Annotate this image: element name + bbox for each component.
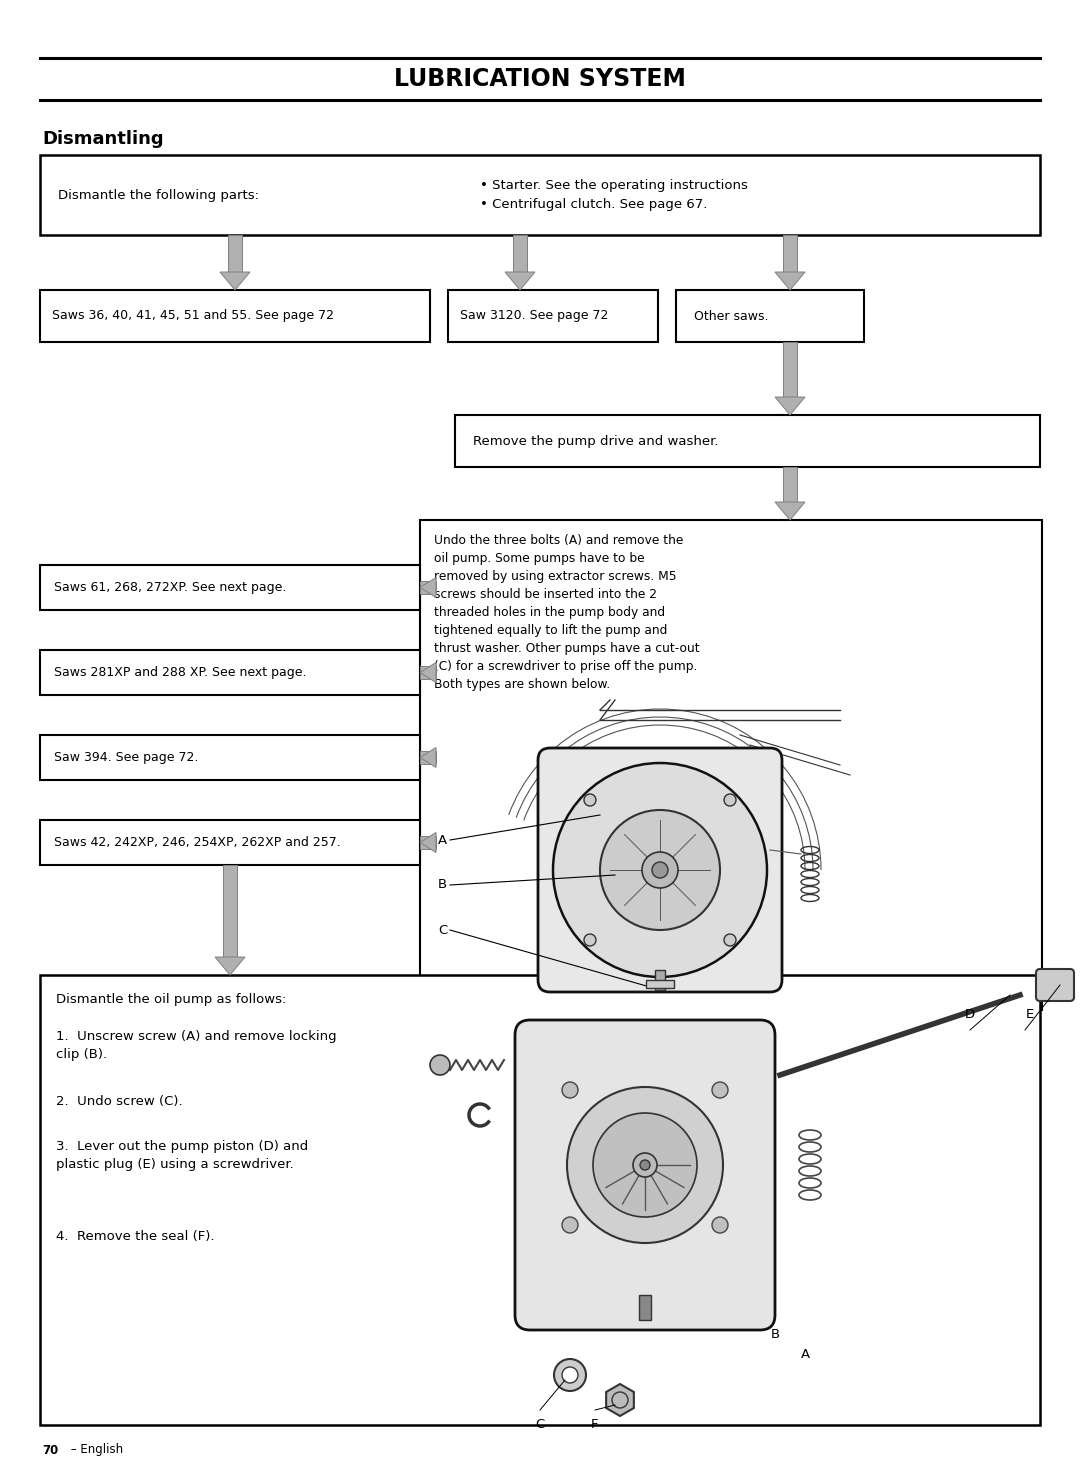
Text: Saws 42, 242XP, 246, 254XP, 262XP and 257.: Saws 42, 242XP, 246, 254XP, 262XP and 25… <box>54 836 341 849</box>
Text: A: A <box>800 1349 810 1362</box>
Bar <box>654 970 665 989</box>
Text: • Starter. See the operating instructions
• Centrifugal clutch. See page 67.: • Starter. See the operating instruction… <box>480 179 747 211</box>
Text: 2.  Undo screw (C).: 2. Undo screw (C). <box>56 1094 183 1108</box>
Text: – English: – English <box>67 1444 123 1457</box>
Text: LUBRICATION SYSTEM: LUBRICATION SYSTEM <box>394 67 686 92</box>
Text: Saw 394. See page 72.: Saw 394. See page 72. <box>54 751 199 765</box>
Text: Other saws.: Other saws. <box>694 309 769 322</box>
Bar <box>40 155 1040 235</box>
FancyBboxPatch shape <box>515 1021 775 1330</box>
Text: Saws 281XP and 288 XP. See next page.: Saws 281XP and 288 XP. See next page. <box>54 666 307 679</box>
Bar <box>228 235 242 272</box>
Bar <box>783 342 797 396</box>
Polygon shape <box>420 663 436 682</box>
Text: C: C <box>438 923 447 936</box>
Text: E: E <box>1026 1009 1035 1022</box>
Bar <box>420 581 436 595</box>
Bar <box>783 467 797 501</box>
Bar <box>783 235 797 272</box>
Circle shape <box>724 794 735 806</box>
Circle shape <box>430 1055 450 1075</box>
Polygon shape <box>775 396 805 416</box>
Circle shape <box>640 1160 650 1170</box>
Bar <box>40 565 420 609</box>
Polygon shape <box>220 272 249 290</box>
Text: B: B <box>438 879 447 892</box>
FancyBboxPatch shape <box>1036 969 1074 1001</box>
Text: Dismantle the oil pump as follows:: Dismantle the oil pump as follows: <box>56 992 286 1006</box>
Bar <box>420 666 436 679</box>
FancyBboxPatch shape <box>538 748 782 992</box>
Bar <box>420 521 1042 1010</box>
Text: C: C <box>536 1418 544 1432</box>
Text: 3.  Lever out the pump piston (D) and
plastic plug (E) using a screwdriver.: 3. Lever out the pump piston (D) and pla… <box>56 1140 308 1171</box>
Text: Saw 3120. See page 72: Saw 3120. See page 72 <box>460 309 608 322</box>
Bar <box>40 290 430 342</box>
Text: B: B <box>770 1328 780 1341</box>
Text: 70: 70 <box>42 1444 58 1457</box>
Circle shape <box>712 1083 728 1097</box>
Text: A: A <box>438 834 447 846</box>
Bar <box>646 981 674 988</box>
Polygon shape <box>420 747 436 768</box>
Bar <box>639 1296 651 1319</box>
Circle shape <box>584 794 596 806</box>
Bar <box>40 735 420 779</box>
Polygon shape <box>215 957 245 975</box>
Circle shape <box>584 935 596 947</box>
Bar <box>420 751 436 765</box>
Bar <box>448 290 658 342</box>
Bar <box>222 865 237 957</box>
Text: Remove the pump drive and washer.: Remove the pump drive and washer. <box>473 435 718 448</box>
Text: 4.  Remove the seal (F).: 4. Remove the seal (F). <box>56 1231 215 1242</box>
Circle shape <box>600 810 720 930</box>
Text: 1.  Unscrew screw (A) and remove locking
clip (B).: 1. Unscrew screw (A) and remove locking … <box>56 1029 337 1060</box>
Text: D: D <box>964 1009 975 1022</box>
Circle shape <box>562 1217 578 1233</box>
Text: Dismantle the following parts:: Dismantle the following parts: <box>58 188 259 201</box>
Text: Saws 61, 268, 272XP. See next page.: Saws 61, 268, 272XP. See next page. <box>54 581 286 595</box>
Circle shape <box>712 1217 728 1233</box>
Polygon shape <box>505 272 535 290</box>
Polygon shape <box>775 501 805 521</box>
Circle shape <box>593 1114 697 1217</box>
Text: Dismantling: Dismantling <box>42 130 164 148</box>
Text: Undo the three bolts (A) and remove the
oil pump. Some pumps have to be
removed : Undo the three bolts (A) and remove the … <box>434 534 700 691</box>
Text: Saws 36, 40, 41, 45, 51 and 55. See page 72: Saws 36, 40, 41, 45, 51 and 55. See page… <box>52 309 334 322</box>
Circle shape <box>724 935 735 947</box>
Bar <box>513 235 527 272</box>
Bar <box>40 649 420 695</box>
Bar <box>40 975 1040 1424</box>
Text: F: F <box>591 1418 598 1432</box>
Circle shape <box>554 1359 586 1392</box>
Circle shape <box>642 852 678 887</box>
Circle shape <box>633 1154 657 1177</box>
Circle shape <box>553 763 767 978</box>
Circle shape <box>567 1087 723 1242</box>
Polygon shape <box>420 577 436 598</box>
Bar <box>455 416 1040 467</box>
Circle shape <box>562 1367 578 1383</box>
Circle shape <box>652 862 669 879</box>
Bar <box>420 836 436 849</box>
Bar <box>676 290 864 342</box>
Bar <box>40 819 420 865</box>
Circle shape <box>562 1083 578 1097</box>
Polygon shape <box>420 833 436 852</box>
Polygon shape <box>775 272 805 290</box>
